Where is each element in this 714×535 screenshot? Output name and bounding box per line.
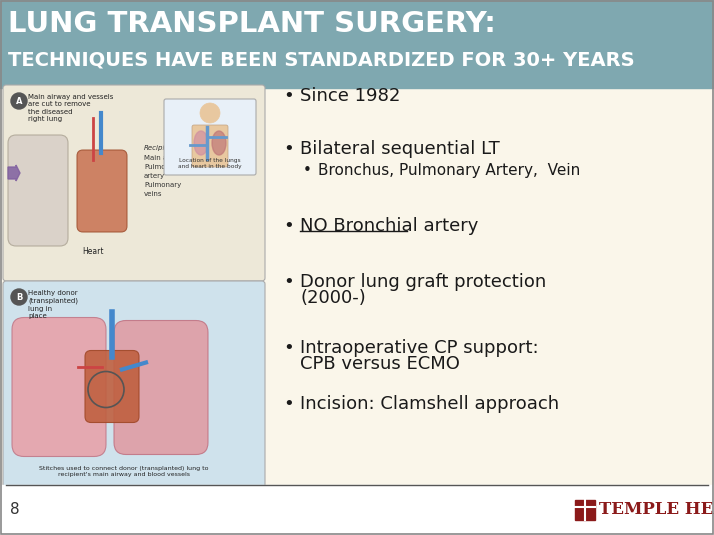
Text: LUNG TRANSPLANT SURGERY:: LUNG TRANSPLANT SURGERY: — [8, 10, 496, 38]
FancyArrow shape — [8, 165, 20, 181]
Text: Bronchus, Pulmonary Artery,  Vein: Bronchus, Pulmonary Artery, Vein — [318, 163, 580, 178]
Text: •: • — [283, 140, 293, 158]
Text: Bilateral sequential LT: Bilateral sequential LT — [300, 140, 500, 158]
FancyBboxPatch shape — [164, 99, 256, 175]
Text: 8: 8 — [10, 502, 19, 517]
Text: Donor lung graft protection: Donor lung graft protection — [300, 273, 546, 291]
Circle shape — [200, 103, 220, 123]
Bar — [575, 500, 595, 520]
Circle shape — [11, 289, 27, 305]
Text: (2000-): (2000-) — [300, 289, 366, 307]
Text: A: A — [16, 96, 22, 105]
Text: CPB versus ECMO: CPB versus ECMO — [300, 355, 460, 373]
Text: TEMPLE HEALTH: TEMPLE HEALTH — [599, 501, 714, 518]
Text: Pulmonary: Pulmonary — [144, 182, 181, 188]
Text: Recipient:: Recipient: — [144, 145, 179, 151]
Text: Main airway: Main airway — [144, 155, 186, 161]
Text: Stitches used to connect donor (transplanted) lung to
recipient's main airway an: Stitches used to connect donor (transpla… — [39, 466, 208, 477]
Text: Intraoperative CP support:: Intraoperative CP support: — [300, 339, 538, 357]
Text: NO Bronchial artery: NO Bronchial artery — [300, 217, 478, 235]
Text: Pulmonary: Pulmonary — [144, 164, 181, 170]
Bar — [0, 88, 714, 485]
Bar — [0, 485, 714, 535]
Text: •: • — [283, 395, 293, 413]
Text: Heart: Heart — [82, 247, 104, 256]
FancyBboxPatch shape — [85, 350, 139, 423]
FancyBboxPatch shape — [3, 281, 265, 488]
Text: Incision: Clamshell approach: Incision: Clamshell approach — [300, 395, 559, 413]
Text: Location of the lungs
and heart in the body: Location of the lungs and heart in the b… — [178, 158, 242, 169]
FancyBboxPatch shape — [192, 125, 228, 167]
Text: TECHNIQUES HAVE BEEN STANDARDIZED FOR 30+ YEARS: TECHNIQUES HAVE BEEN STANDARDIZED FOR 30… — [8, 50, 635, 69]
Text: artery: artery — [144, 173, 165, 179]
Text: Since 1982: Since 1982 — [300, 87, 401, 105]
Text: Main airway and vessels
are cut to remove
the diseased
right lung: Main airway and vessels are cut to remov… — [28, 94, 114, 123]
FancyBboxPatch shape — [114, 320, 208, 455]
Ellipse shape — [212, 131, 226, 155]
Circle shape — [11, 93, 27, 109]
Ellipse shape — [194, 131, 208, 155]
Text: veins: veins — [144, 191, 163, 197]
Text: •: • — [283, 87, 293, 105]
Text: Healthy donor
(transplanted)
lung in
place: Healthy donor (transplanted) lung in pla… — [28, 290, 78, 319]
Bar — [0, 0, 714, 88]
Text: •: • — [283, 339, 293, 357]
Text: •: • — [283, 273, 293, 291]
FancyBboxPatch shape — [12, 317, 106, 456]
FancyBboxPatch shape — [3, 85, 265, 281]
Text: •: • — [283, 217, 293, 235]
FancyBboxPatch shape — [8, 135, 68, 246]
Text: B: B — [16, 293, 22, 302]
Text: •: • — [303, 163, 312, 178]
FancyBboxPatch shape — [77, 150, 127, 232]
